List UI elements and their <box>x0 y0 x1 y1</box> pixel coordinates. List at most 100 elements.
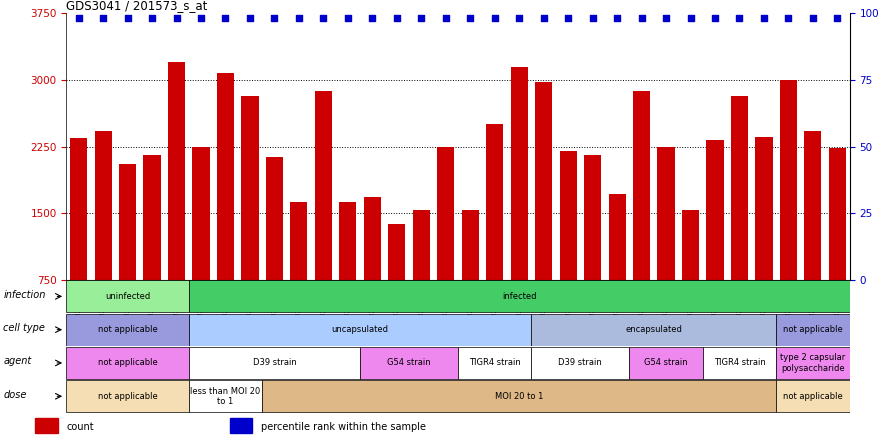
Bar <box>66 313 189 345</box>
Bar <box>776 313 850 345</box>
Bar <box>731 96 748 280</box>
Point <box>683 14 697 21</box>
Point <box>242 14 257 21</box>
Point <box>536 14 550 21</box>
Bar <box>633 91 650 280</box>
Bar <box>339 202 357 280</box>
Bar <box>266 157 283 280</box>
Point <box>366 14 380 21</box>
Point <box>830 14 844 21</box>
Point <box>610 14 624 21</box>
Text: infection: infection <box>4 289 46 300</box>
Text: GDS3041 / 201573_s_at: GDS3041 / 201573_s_at <box>66 0 208 12</box>
Text: agent: agent <box>4 356 32 366</box>
Text: D39 strain: D39 strain <box>252 358 296 368</box>
Text: not applicable: not applicable <box>97 392 158 401</box>
Bar <box>192 147 210 280</box>
Point <box>389 14 404 21</box>
Bar <box>584 155 601 280</box>
Bar <box>66 380 189 412</box>
Bar <box>66 281 189 313</box>
Point <box>561 14 575 21</box>
Bar <box>189 380 262 412</box>
Bar <box>535 82 552 280</box>
Point <box>194 14 208 21</box>
Bar <box>658 147 674 280</box>
Text: MOI 20 to 1: MOI 20 to 1 <box>495 392 543 401</box>
Bar <box>511 67 527 280</box>
Bar <box>119 164 136 280</box>
Bar <box>412 210 430 280</box>
Bar <box>242 96 258 280</box>
Text: less than MOI 20
to 1: less than MOI 20 to 1 <box>190 387 260 406</box>
Bar <box>168 62 185 280</box>
Point <box>781 14 796 21</box>
Point <box>806 14 820 21</box>
Point <box>659 14 673 21</box>
Bar <box>776 347 850 379</box>
Bar <box>462 210 479 280</box>
Point <box>439 14 453 21</box>
Bar <box>780 80 797 280</box>
Bar <box>776 380 850 412</box>
Text: TIGR4 strain: TIGR4 strain <box>713 358 766 368</box>
Bar <box>682 210 699 280</box>
Text: type 2 capsular
polysaccharide: type 2 capsular polysaccharide <box>781 353 845 373</box>
Point <box>341 14 355 21</box>
Text: not applicable: not applicable <box>783 392 843 401</box>
Text: uncapsulated: uncapsulated <box>332 325 389 334</box>
Point <box>757 14 771 21</box>
Bar <box>531 313 776 345</box>
Bar <box>315 91 332 280</box>
Bar <box>531 347 629 379</box>
Text: TIGR4 strain: TIGR4 strain <box>469 358 520 368</box>
Bar <box>486 124 504 280</box>
Bar <box>559 151 577 280</box>
Text: G54 strain: G54 strain <box>388 358 431 368</box>
Bar <box>458 347 531 379</box>
Text: cell type: cell type <box>4 323 45 333</box>
Point <box>635 14 649 21</box>
Text: infected: infected <box>502 292 536 301</box>
Bar <box>189 347 360 379</box>
Bar <box>95 131 112 280</box>
Bar <box>629 347 703 379</box>
Point <box>586 14 600 21</box>
Bar <box>437 147 454 280</box>
Text: not applicable: not applicable <box>783 325 843 334</box>
Text: not applicable: not applicable <box>97 358 158 368</box>
Point <box>292 14 306 21</box>
Text: G54 strain: G54 strain <box>644 358 688 368</box>
Point <box>120 14 135 21</box>
Point <box>72 14 86 21</box>
Point <box>169 14 183 21</box>
Point <box>488 14 502 21</box>
Point <box>463 14 477 21</box>
Bar <box>609 194 626 280</box>
Point <box>316 14 330 21</box>
Bar <box>189 281 850 313</box>
Text: encapsulated: encapsulated <box>626 325 682 334</box>
Bar <box>756 137 773 280</box>
Bar <box>828 148 846 280</box>
Bar <box>290 202 307 280</box>
Point <box>145 14 159 21</box>
Bar <box>706 140 724 280</box>
Point <box>708 14 722 21</box>
Bar <box>35 417 58 433</box>
Point <box>96 14 110 21</box>
Bar <box>217 73 234 280</box>
Text: count: count <box>66 422 94 432</box>
Text: D39 strain: D39 strain <box>558 358 602 368</box>
Text: dose: dose <box>4 389 27 400</box>
Bar <box>230 417 252 433</box>
Text: percentile rank within the sample: percentile rank within the sample <box>261 422 426 432</box>
Point <box>267 14 281 21</box>
Bar <box>360 347 458 379</box>
Bar <box>804 131 821 280</box>
Point <box>733 14 747 21</box>
Point <box>219 14 233 21</box>
Bar <box>703 347 776 379</box>
Bar <box>143 155 160 280</box>
Text: not applicable: not applicable <box>97 325 158 334</box>
